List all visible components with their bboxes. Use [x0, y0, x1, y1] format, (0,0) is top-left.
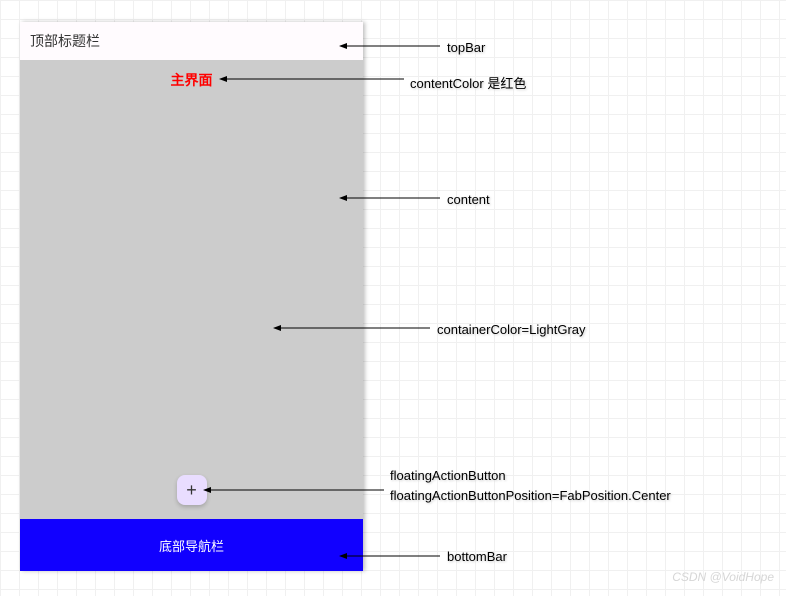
bottom-bar-label: 底部导航栏 [159, 536, 224, 555]
floating-action-button[interactable]: + [177, 475, 207, 505]
label-bottombar: bottomBar [447, 549, 507, 564]
label-fab-line2: floatingActionButtonPosition=FabPosition… [390, 488, 671, 503]
label-fab-line1: floatingActionButton [390, 468, 506, 483]
top-bar-title: 顶部标题栏 [30, 31, 100, 51]
content-text: 主界面 [171, 70, 213, 90]
bottom-bar: 底部导航栏 [20, 519, 363, 571]
phone-mockup: 顶部标题栏 主界面 + 底部导航栏 [20, 22, 363, 571]
watermark: CSDN @VoidHope [672, 570, 774, 584]
label-contentcolor: contentColor 是红色 [410, 73, 526, 92]
top-bar: 顶部标题栏 [20, 22, 363, 60]
content-area: 主界面 + [20, 60, 363, 519]
label-containercolor: containerColor=LightGray [437, 322, 586, 337]
label-content: content [447, 192, 490, 207]
label-topbar: topBar [447, 40, 485, 55]
plus-icon: + [186, 480, 197, 501]
